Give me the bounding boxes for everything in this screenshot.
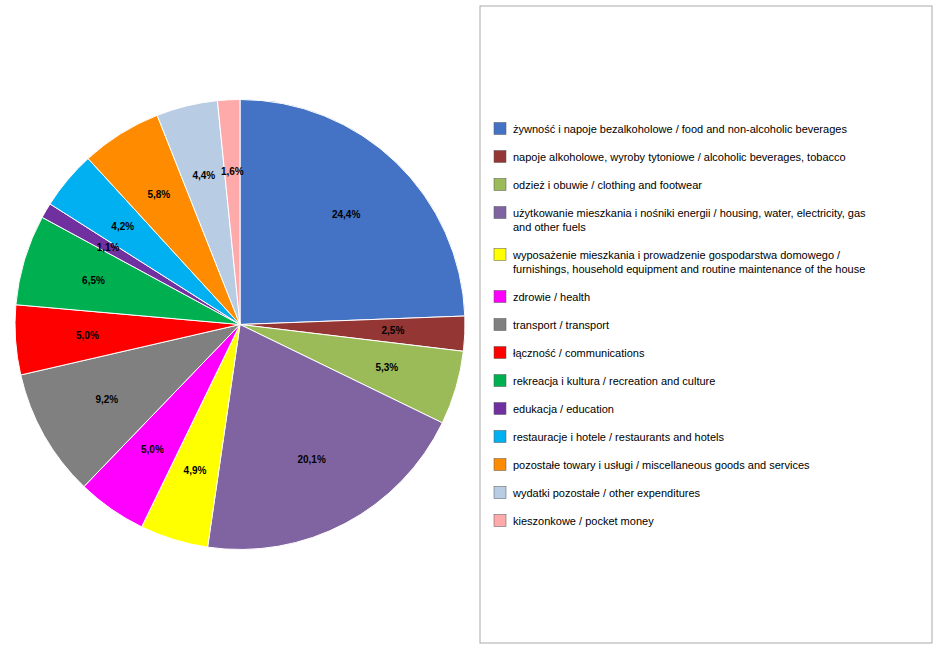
legend-label: wyposażenie mieszkania i prowadzenie gos… <box>512 249 865 275</box>
legend-swatch <box>494 249 506 261</box>
legend-label: łączność / communications <box>513 347 645 359</box>
legend-label-line: rekreacja i kultura / recreation and cul… <box>513 375 715 387</box>
legend-label: restauracje i hotele / restaurants and h… <box>513 431 724 443</box>
legend-label: użytkowanie mieszkania i nośniki energii… <box>513 207 866 233</box>
legend-item: napoje alkoholowe, wyroby tytoniowe / al… <box>494 151 846 163</box>
pie-slice <box>240 100 465 325</box>
data-label: 6,5% <box>82 275 105 286</box>
legend-item: wyposażenie mieszkania i prowadzenie gos… <box>494 249 865 275</box>
legend-item: kieszonkowe / pocket money <box>494 515 654 527</box>
data-label: 4,2% <box>111 221 134 232</box>
legend-item: pozostałe towary i usługi / miscellaneou… <box>494 459 810 471</box>
data-label: 2,5% <box>381 325 404 336</box>
legend-label-line: pozostałe towary i usługi / miscellaneou… <box>513 459 810 471</box>
legend-label: edukacja / education <box>513 403 614 415</box>
legend-item: restauracje i hotele / restaurants and h… <box>494 431 724 443</box>
legend-label-line: transport / transport <box>513 319 609 331</box>
legend-swatch <box>494 291 506 303</box>
legend-item: wydatki pozostałe / other expenditures <box>494 487 701 499</box>
chart: 24,4% 2,5% 5,3% 20,1% 4,9% 5,0% 9,2% 5,0% 6,5% 1,… <box>0 0 942 649</box>
legend-swatch <box>494 179 506 191</box>
data-label: 4,4% <box>192 170 215 181</box>
legend-swatch <box>494 347 506 359</box>
data-label: 24,4% <box>332 209 360 220</box>
legend-label-line: zdrowie / health <box>513 291 590 303</box>
legend-swatch <box>494 487 506 499</box>
legend-swatch <box>494 151 506 163</box>
pie <box>15 100 465 550</box>
pie-slice <box>208 325 443 550</box>
legend-label-line: edukacja / education <box>513 403 614 415</box>
legend-item: rekreacja i kultura / recreation and cul… <box>494 375 715 387</box>
legend: żywność i napoje bezalkoholowe / food an… <box>494 123 866 527</box>
data-label: 1,1% <box>97 242 120 253</box>
data-label: 4,9% <box>184 465 207 476</box>
legend-item: edukacja / education <box>494 403 614 415</box>
legend-label: napoje alkoholowe, wyroby tytoniowe / al… <box>513 151 846 163</box>
legend-label: odzież i obuwie / clothing and footwear <box>513 179 702 191</box>
legend-item: żywność i napoje bezalkoholowe / food an… <box>494 123 847 135</box>
legend-swatch <box>494 459 506 471</box>
legend-label-line: wyposażenie mieszkania i prowadzenie gos… <box>512 249 841 261</box>
legend-label: transport / transport <box>513 319 609 331</box>
data-label: 1,6% <box>221 166 244 177</box>
legend-label-line: żywność i napoje bezalkoholowe / food an… <box>513 123 847 135</box>
data-label: 20,1% <box>297 454 325 465</box>
legend-label-line: użytkowanie mieszkania i nośniki energii… <box>513 207 866 219</box>
legend-label: pozostałe towary i usługi / miscellaneou… <box>513 459 810 471</box>
legend-label-line: kieszonkowe / pocket money <box>513 515 654 527</box>
legend-item: transport / transport <box>494 319 609 331</box>
legend-label: żywność i napoje bezalkoholowe / food an… <box>513 123 847 135</box>
legend-label-line: furnishings, household equipment and rou… <box>513 263 865 275</box>
legend-label-line: restauracje i hotele / restaurants and h… <box>513 431 724 443</box>
legend-label-line: odzież i obuwie / clothing and footwear <box>513 179 702 191</box>
legend-swatch <box>494 431 506 443</box>
data-label: 5,0% <box>141 444 164 455</box>
legend-swatch <box>494 123 506 135</box>
legend-label: rekreacja i kultura / recreation and cul… <box>513 375 715 387</box>
legend-swatch <box>494 319 506 331</box>
legend-label-line: and other fuels <box>513 221 586 233</box>
legend-label: zdrowie / health <box>513 291 590 303</box>
pie-slice <box>217 100 240 325</box>
legend-swatch <box>494 375 506 387</box>
data-label: 5,3% <box>375 362 398 373</box>
legend-item: odzież i obuwie / clothing and footwear <box>494 179 702 191</box>
legend-label-line: wydatki pozostałe / other expenditures <box>512 487 701 499</box>
legend-label: wydatki pozostałe / other expenditures <box>512 487 701 499</box>
data-labels: 24,4% 2,5% 5,3% 20,1% 4,9% 5,0% 9,2% 5,0% 6,5% 1,… <box>76 166 404 476</box>
data-label: 5,8% <box>147 189 170 200</box>
legend-item: zdrowie / health <box>494 291 590 303</box>
data-label: 9,2% <box>95 394 118 405</box>
legend-swatch <box>494 515 506 527</box>
legend-frame <box>480 6 932 643</box>
legend-label-line: napoje alkoholowe, wyroby tytoniowe / al… <box>513 151 846 163</box>
legend-swatch <box>494 403 506 415</box>
legend-label: kieszonkowe / pocket money <box>513 515 654 527</box>
legend-item: łączność / communications <box>494 347 645 359</box>
legend-label-line: łączność / communications <box>513 347 645 359</box>
data-label: 5,0% <box>76 330 99 341</box>
legend-item: użytkowanie mieszkania i nośniki energii… <box>494 207 866 233</box>
legend-swatch <box>494 207 506 219</box>
